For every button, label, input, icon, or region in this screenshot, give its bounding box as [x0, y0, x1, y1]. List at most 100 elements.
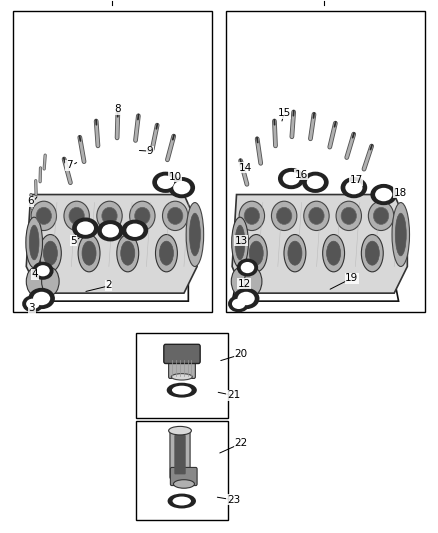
- Ellipse shape: [153, 173, 178, 192]
- FancyBboxPatch shape: [170, 430, 190, 479]
- Ellipse shape: [78, 235, 100, 272]
- Ellipse shape: [135, 207, 150, 224]
- Ellipse shape: [288, 241, 302, 265]
- Text: 7: 7: [66, 160, 72, 170]
- Ellipse shape: [168, 207, 183, 224]
- FancyBboxPatch shape: [169, 358, 195, 378]
- FancyBboxPatch shape: [164, 344, 200, 364]
- Polygon shape: [232, 259, 399, 301]
- Ellipse shape: [82, 241, 96, 265]
- Ellipse shape: [237, 292, 255, 305]
- Ellipse shape: [232, 217, 248, 268]
- Ellipse shape: [368, 201, 394, 231]
- Ellipse shape: [361, 235, 383, 272]
- Ellipse shape: [64, 201, 89, 231]
- Text: 20: 20: [234, 350, 247, 359]
- Ellipse shape: [284, 235, 306, 272]
- Text: 8: 8: [114, 104, 120, 114]
- FancyBboxPatch shape: [174, 435, 186, 474]
- Ellipse shape: [373, 207, 389, 224]
- Ellipse shape: [29, 225, 39, 260]
- Text: 21: 21: [227, 391, 240, 400]
- Ellipse shape: [189, 213, 200, 256]
- Text: 9: 9: [147, 147, 153, 156]
- Ellipse shape: [229, 296, 248, 311]
- Ellipse shape: [169, 495, 195, 507]
- Ellipse shape: [307, 175, 324, 189]
- Ellipse shape: [157, 175, 174, 189]
- Ellipse shape: [26, 298, 39, 309]
- Ellipse shape: [342, 178, 366, 197]
- Ellipse shape: [102, 224, 119, 238]
- Ellipse shape: [392, 203, 410, 266]
- Text: 6: 6: [27, 197, 34, 206]
- Ellipse shape: [130, 201, 155, 231]
- Ellipse shape: [36, 207, 52, 224]
- Ellipse shape: [33, 263, 53, 279]
- Text: 12: 12: [237, 279, 251, 288]
- Text: 17: 17: [350, 175, 363, 185]
- Ellipse shape: [395, 213, 406, 256]
- Ellipse shape: [155, 235, 177, 272]
- Ellipse shape: [272, 201, 297, 231]
- Ellipse shape: [245, 235, 267, 272]
- Ellipse shape: [279, 169, 304, 188]
- Ellipse shape: [345, 181, 363, 195]
- Ellipse shape: [69, 207, 84, 224]
- Ellipse shape: [244, 207, 259, 224]
- Bar: [226, 11, 425, 312]
- Ellipse shape: [26, 217, 42, 268]
- Text: 22: 22: [234, 439, 247, 448]
- Text: 14: 14: [239, 163, 252, 173]
- Ellipse shape: [169, 426, 191, 435]
- Ellipse shape: [239, 201, 265, 231]
- Ellipse shape: [36, 265, 49, 276]
- Bar: [136, 333, 228, 418]
- Ellipse shape: [43, 241, 57, 265]
- Text: 15: 15: [278, 108, 291, 118]
- Ellipse shape: [303, 173, 328, 192]
- Text: 16: 16: [294, 170, 307, 180]
- Ellipse shape: [126, 223, 144, 237]
- Text: 18: 18: [393, 188, 406, 198]
- Ellipse shape: [283, 172, 300, 185]
- Ellipse shape: [172, 386, 191, 394]
- Ellipse shape: [375, 188, 392, 201]
- Ellipse shape: [309, 207, 324, 224]
- Text: 23: 23: [227, 495, 240, 505]
- Ellipse shape: [31, 201, 57, 231]
- Polygon shape: [232, 195, 407, 293]
- Text: 2: 2: [105, 280, 112, 290]
- Ellipse shape: [42, 268, 59, 295]
- Ellipse shape: [29, 289, 54, 308]
- Ellipse shape: [231, 268, 249, 295]
- Ellipse shape: [186, 203, 204, 266]
- Ellipse shape: [232, 298, 245, 309]
- Ellipse shape: [168, 384, 196, 397]
- Ellipse shape: [238, 260, 257, 276]
- Ellipse shape: [304, 201, 329, 231]
- Ellipse shape: [39, 235, 61, 272]
- FancyBboxPatch shape: [170, 467, 197, 486]
- Ellipse shape: [33, 292, 50, 305]
- Text: 3: 3: [28, 303, 35, 313]
- Text: 13: 13: [234, 236, 247, 246]
- Ellipse shape: [235, 225, 245, 260]
- Ellipse shape: [170, 178, 194, 197]
- Ellipse shape: [365, 241, 379, 265]
- Ellipse shape: [97, 201, 122, 231]
- Ellipse shape: [323, 235, 345, 272]
- Ellipse shape: [123, 221, 147, 240]
- Ellipse shape: [23, 296, 42, 311]
- Text: 10: 10: [169, 172, 182, 182]
- Ellipse shape: [173, 181, 191, 195]
- Text: 19: 19: [345, 273, 358, 283]
- Ellipse shape: [159, 241, 173, 265]
- Ellipse shape: [327, 241, 341, 265]
- Ellipse shape: [121, 241, 135, 265]
- Ellipse shape: [249, 241, 263, 265]
- Ellipse shape: [73, 219, 98, 238]
- Polygon shape: [31, 259, 188, 301]
- Ellipse shape: [341, 207, 357, 224]
- Ellipse shape: [234, 289, 258, 308]
